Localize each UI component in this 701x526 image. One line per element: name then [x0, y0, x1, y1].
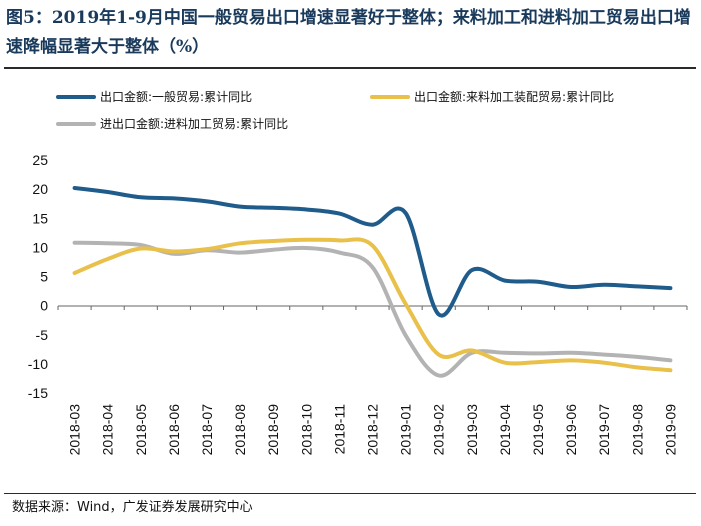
y-tick-label: 15	[32, 210, 48, 226]
x-tick-label: 2019-03	[464, 404, 480, 456]
x-tick-label: 2018-12	[365, 404, 381, 456]
page-title: 图5：2019年1-9月中国一般贸易出口增速显著好于整体；来料加工和进料加工贸易…	[6, 8, 691, 57]
chart-series	[72, 186, 673, 378]
x-tick-label: 2018-11	[331, 404, 347, 455]
x-tick-label: 2018-07	[199, 404, 215, 456]
source-note: 数据来源：Wind，广发证券发展研究中心	[12, 500, 253, 515]
x-tick-label: 2018-09	[265, 404, 281, 456]
x-axis: 2018-03 2018-04 2018-05 2018-06 2018-07 2018-…	[57, 305, 688, 456]
series-line-0	[72, 186, 673, 318]
y-tick-label: -10	[28, 356, 48, 372]
footer-divider	[4, 493, 696, 494]
x-tick-label: 2018-03	[67, 404, 83, 456]
legend-label: 出口金额:一般贸易:累计同比	[100, 89, 252, 104]
x-tick-label: 2019-06	[563, 404, 579, 456]
y-tick-label: 10	[32, 239, 48, 255]
x-tick-label: 2018-04	[100, 404, 116, 456]
x-tick-label: 2019-04	[497, 404, 513, 456]
series-line-2	[72, 240, 673, 378]
series-line-1	[72, 237, 673, 373]
legend-label: 出口金额:来料加工装配贸易:累计同比	[414, 89, 614, 104]
y-tick-label: 25	[32, 152, 48, 168]
x-tick-label: 2019-02	[431, 404, 447, 456]
x-tick-label: 2018-05	[133, 404, 149, 456]
x-tick-label: 2019-01	[398, 404, 414, 456]
x-tick-label: 2018-10	[298, 404, 314, 456]
y-tick-label: -15	[28, 385, 48, 401]
y-tick-label: -5	[36, 327, 49, 343]
x-tick-label: 2019-05	[530, 404, 546, 456]
y-tick-label: 0	[40, 298, 48, 314]
legend-label: 进出口金额:进料加工贸易:累计同比	[100, 116, 288, 131]
y-tick-label: 5	[40, 269, 48, 285]
x-tick-label: 2018-08	[232, 404, 248, 456]
y-tick-label: 20	[32, 181, 48, 197]
x-tick-label: 2018-06	[166, 404, 182, 456]
y-axis: 25 20 15 10 5 0 -5 -10 -15	[28, 152, 48, 401]
title-divider	[4, 67, 696, 69]
x-tick-label: 2019-07	[596, 404, 612, 456]
x-tick-label: 2019-09	[662, 404, 678, 456]
chart-legend: 出口金额:一般贸易:累计同比 出口金额:来料加工装配贸易:累计同比进出口金额:进料…	[56, 89, 614, 131]
x-tick-label: 2019-08	[629, 404, 645, 456]
